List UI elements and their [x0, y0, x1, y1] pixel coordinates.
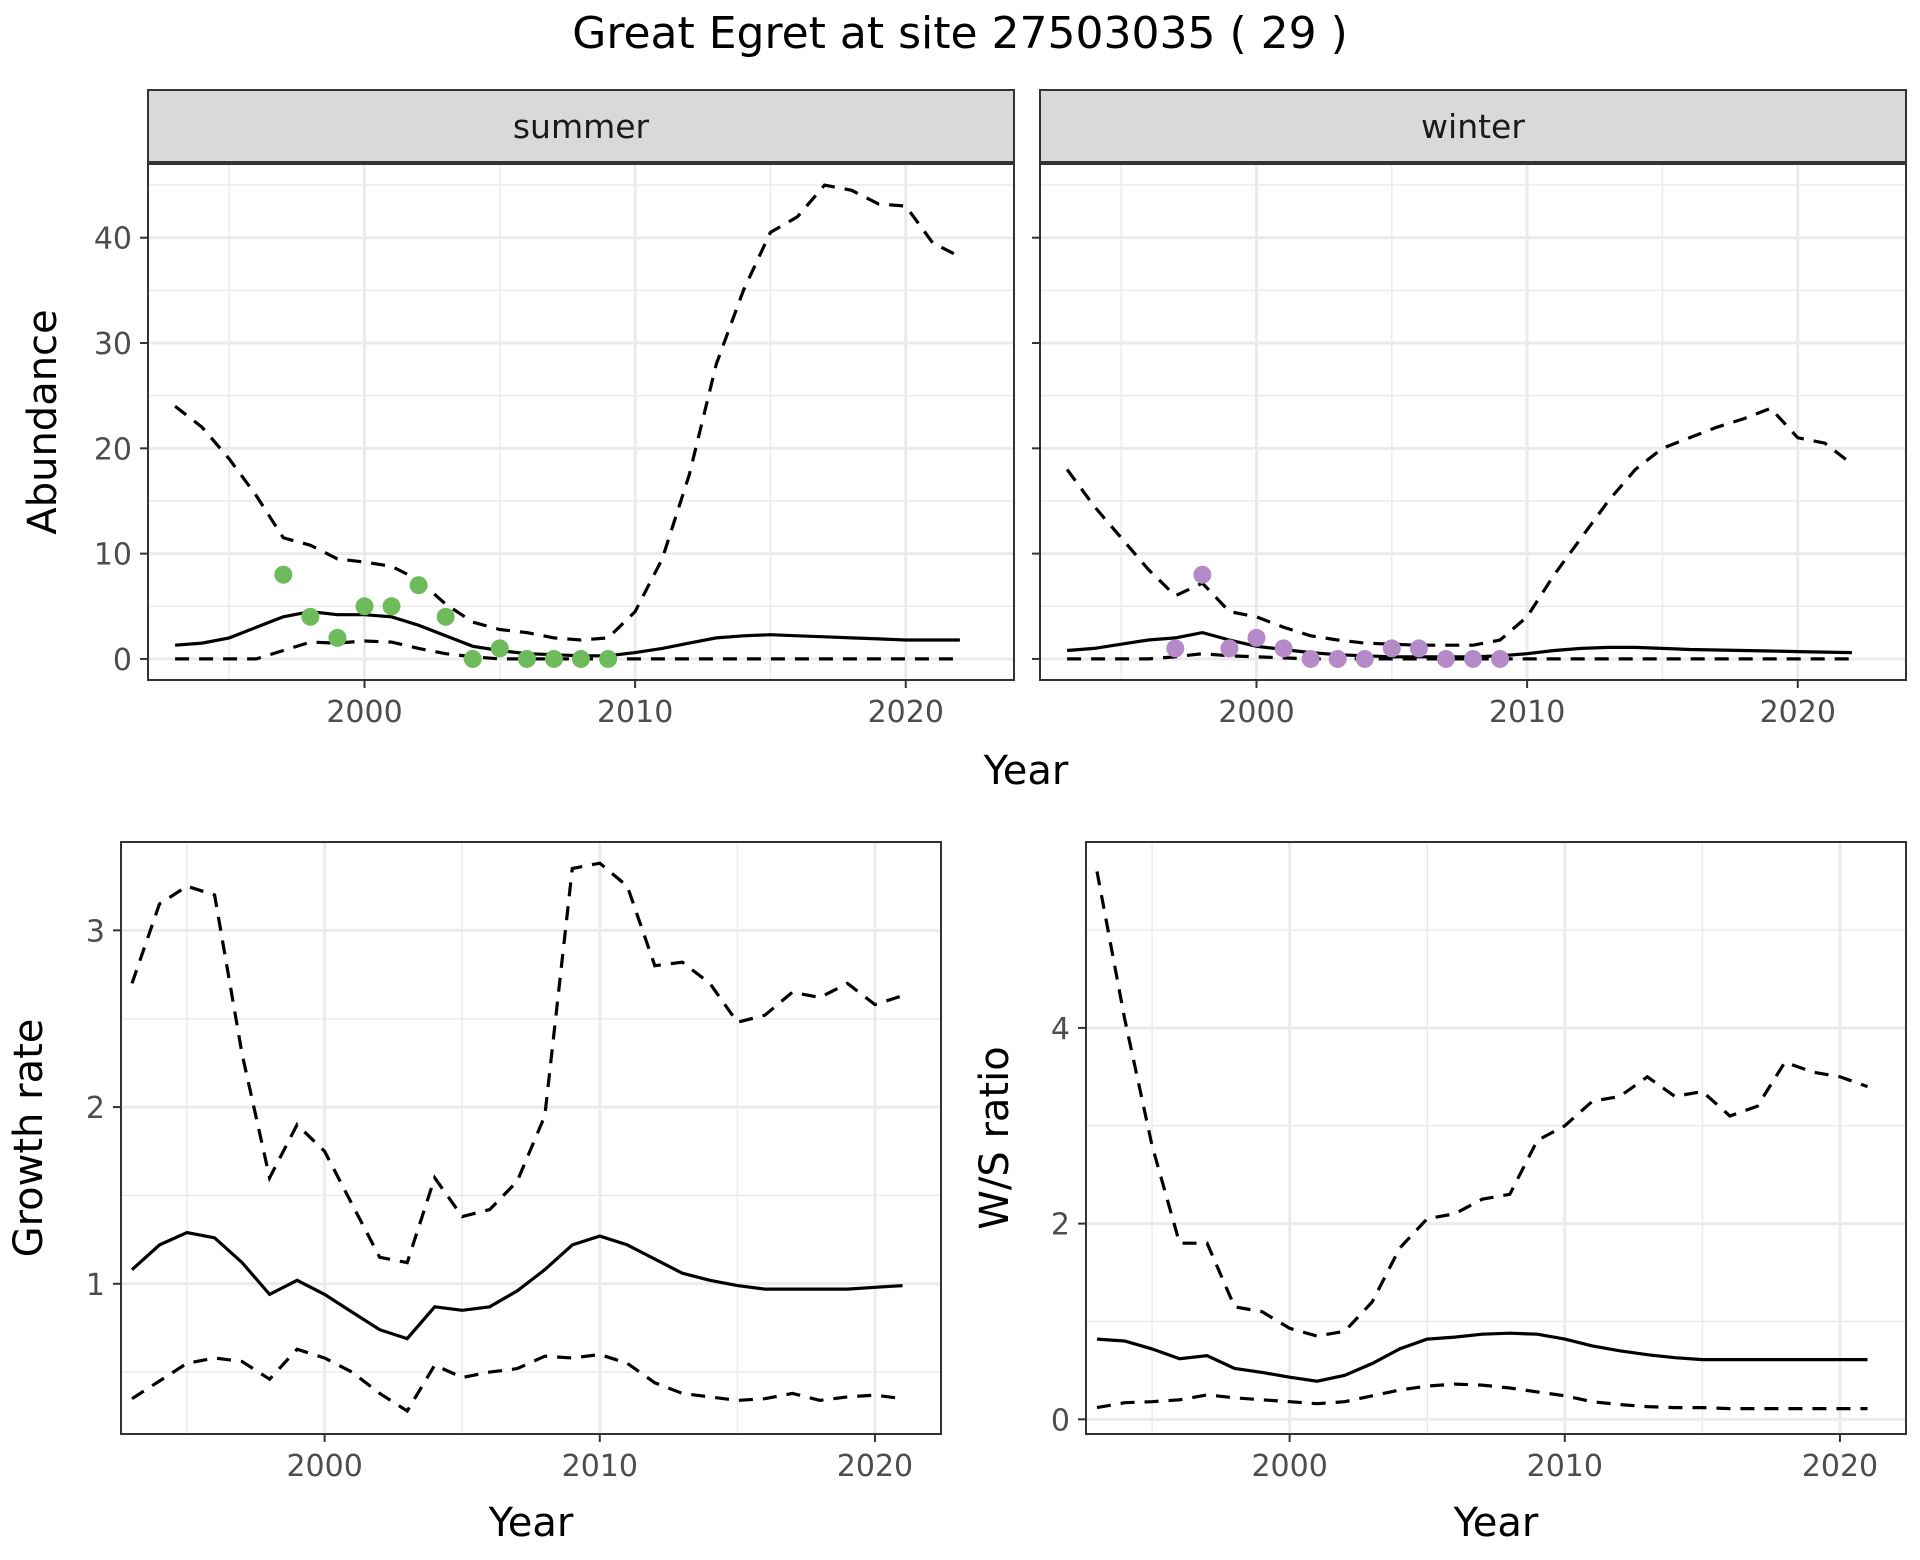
observation-point	[1193, 565, 1212, 584]
y-tick-label: 2	[86, 1091, 105, 1126]
y-tick-label: 0	[1051, 1403, 1070, 1438]
y-axis-label: W/S ratio	[972, 1046, 1018, 1229]
x-tick-label: 2020	[837, 1449, 913, 1484]
x-axis-label: Year	[488, 1500, 574, 1546]
observation-point	[1301, 649, 1320, 668]
upper-bound-line	[1095, 871, 1869, 1338]
facet-label: summer	[513, 107, 650, 146]
estimate-line	[174, 609, 960, 658]
panel-border	[147, 163, 1015, 681]
panel-growth-rate: 2000 2010 2020 1 2 3 Year Growth rate	[6, 841, 942, 1546]
observation-point	[1436, 649, 1455, 668]
observation-point	[1220, 639, 1239, 658]
upper-bound-line	[174, 183, 961, 642]
observation-point	[1491, 649, 1510, 668]
lower-bound-line	[1067, 652, 1852, 661]
panel-winter: winter 2000 2010 2020	[1032, 89, 1907, 730]
observation-point	[328, 628, 347, 647]
x-tick-label: 2020	[1802, 1449, 1878, 1484]
top-x-axis-label: Year	[983, 748, 1069, 794]
observation-point	[490, 639, 509, 658]
observation-point	[463, 649, 482, 668]
x-tick-label: 2010	[597, 695, 673, 730]
x-tick-label: 2000	[1251, 1449, 1327, 1484]
x-tick-label: 2010	[1489, 695, 1565, 730]
upper-bound-line	[1065, 406, 1853, 647]
observation-point	[436, 607, 455, 626]
y-tick-label: 4	[1051, 1012, 1070, 1047]
observation-point	[355, 597, 374, 616]
observation-point	[1409, 639, 1428, 658]
observation-point	[572, 649, 590, 668]
x-tick-label: 2010	[1527, 1449, 1603, 1484]
panel-border	[120, 841, 942, 1435]
estimate-line	[130, 1230, 903, 1341]
observation-point	[301, 607, 320, 626]
observation-point	[1382, 639, 1401, 658]
observation-point	[382, 597, 401, 616]
panel-ws-ratio: 2000 2010 2020 0 2 4 Year W/S ratio	[972, 841, 1907, 1546]
observation-point	[1328, 649, 1347, 668]
y-tick-label: 3	[86, 914, 105, 949]
x-tick-label: 2010	[562, 1449, 638, 1484]
observation-point	[409, 576, 428, 595]
panel-border	[1039, 163, 1907, 681]
observation-point	[1247, 628, 1266, 647]
observation-point	[274, 565, 293, 584]
lower-bound-line	[131, 1347, 903, 1414]
panel-summer: summer 2000 2010 2020 0 10 20 30 40	[94, 89, 1015, 730]
panel-border	[1085, 841, 1907, 1435]
observation-point	[1274, 639, 1293, 658]
x-axis-label: Year	[1453, 1500, 1539, 1546]
observation-point	[544, 649, 563, 668]
y-tick-label: 20	[94, 432, 132, 467]
observation-point	[1355, 649, 1374, 668]
figure-title: Great Egret at site 27503035 ( 29 )	[572, 8, 1348, 59]
y-tick-label: 2	[1051, 1208, 1070, 1243]
observation-point	[1166, 639, 1185, 658]
estimate-line	[1066, 630, 1852, 659]
y-tick-label: 10	[94, 538, 132, 573]
estimate-line	[1096, 1331, 1868, 1383]
upper-bound-line	[130, 861, 903, 1265]
observation-point	[599, 649, 618, 668]
x-tick-label: 2000	[326, 695, 402, 730]
y-tick-label: 1	[86, 1268, 105, 1303]
y-tick-label: 40	[94, 222, 132, 257]
lower-bound-line	[1096, 1382, 1868, 1411]
y-axis-label: Growth rate	[6, 1019, 52, 1258]
observation-point	[1464, 649, 1482, 668]
facet-label: winter	[1421, 107, 1525, 146]
facet-strip	[1039, 89, 1907, 163]
y-tick-label: 30	[94, 327, 132, 362]
x-tick-label: 2000	[286, 1449, 362, 1484]
facet-strip	[147, 89, 1015, 163]
x-tick-label: 2020	[868, 695, 944, 730]
lower-bound-line	[175, 639, 960, 661]
y-tick-label: 0	[113, 643, 132, 678]
x-tick-label: 2000	[1218, 695, 1294, 730]
top-y-axis-label: Abundance	[20, 309, 66, 534]
observation-point	[517, 649, 536, 668]
x-tick-label: 2020	[1760, 695, 1836, 730]
